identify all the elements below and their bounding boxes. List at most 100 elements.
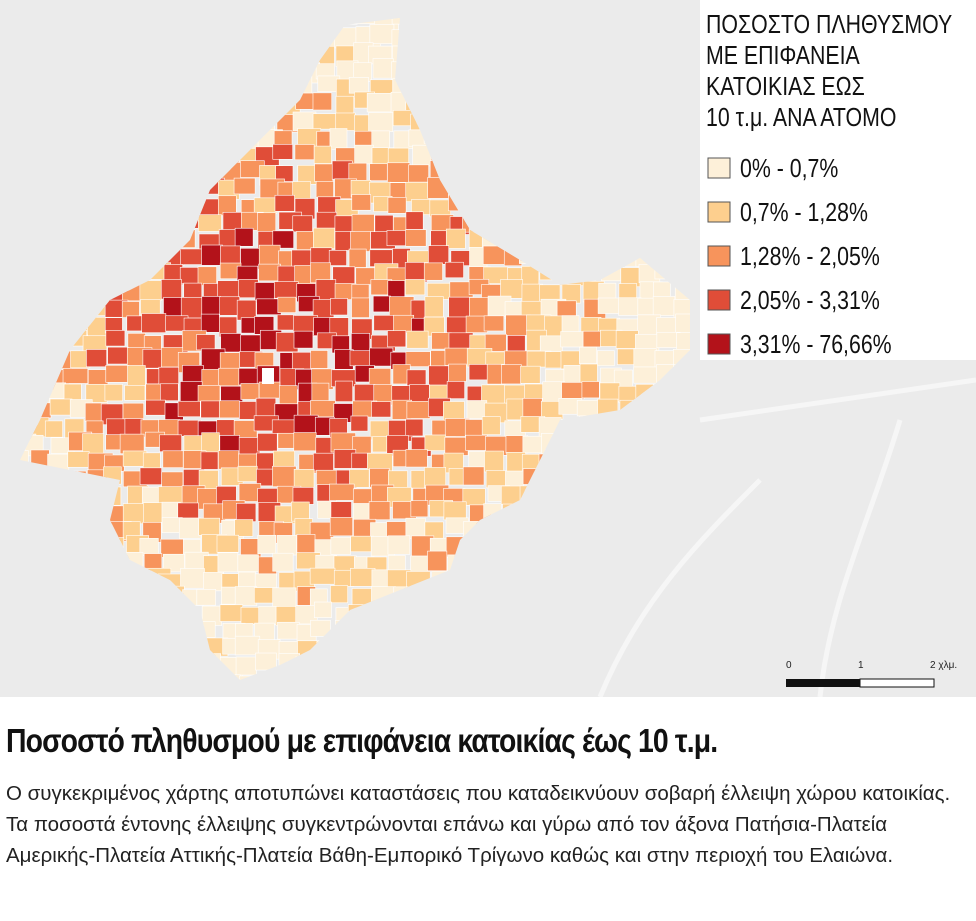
district [141, 313, 167, 333]
district [163, 553, 185, 573]
district [408, 164, 429, 183]
district [348, 77, 369, 94]
district [258, 606, 279, 625]
district [139, 280, 162, 301]
park [262, 368, 274, 384]
district [217, 280, 241, 300]
district [539, 335, 563, 353]
district [219, 296, 240, 316]
district [159, 434, 182, 453]
district [617, 348, 636, 365]
district [200, 400, 223, 419]
district [276, 314, 296, 331]
district [145, 399, 166, 416]
district [581, 381, 600, 399]
district [234, 635, 261, 656]
district [233, 177, 256, 195]
district [561, 382, 585, 400]
district [350, 415, 369, 432]
legend-label: 0,7% - 1,28% [740, 198, 868, 228]
district [20, 450, 29, 469]
district [233, 420, 258, 438]
district [234, 519, 254, 537]
district [312, 113, 339, 130]
district [200, 313, 220, 333]
district [142, 452, 161, 469]
district [162, 450, 184, 468]
legend-title: ΠΟΣΟΣΤΟ ΠΛΗΘΥΣΜΟΥ [706, 10, 952, 40]
legend-swatch [707, 157, 731, 179]
district [405, 279, 426, 296]
district [329, 128, 348, 150]
district [424, 296, 444, 318]
district [405, 211, 424, 230]
district [405, 449, 428, 468]
legend-title: ΜΕ ΕΠΙΦΑΝΕΙΑ [706, 41, 860, 71]
district [216, 534, 239, 553]
district [254, 573, 277, 590]
district [423, 262, 443, 281]
district [292, 215, 313, 233]
district [351, 194, 372, 211]
district [219, 604, 244, 622]
district [276, 535, 297, 556]
scale-segment [786, 679, 860, 687]
district [369, 347, 394, 367]
district [238, 437, 261, 455]
district [141, 486, 161, 505]
district [369, 163, 388, 181]
district [44, 420, 63, 438]
district [405, 182, 431, 202]
district [235, 656, 257, 676]
district [446, 381, 465, 399]
district [351, 297, 370, 318]
district [293, 330, 314, 349]
district [236, 299, 257, 321]
district [234, 586, 258, 606]
legend-label: 3,31% - 76,66% [740, 330, 892, 360]
district [182, 365, 204, 383]
district [579, 363, 598, 384]
district [219, 435, 240, 453]
district [177, 502, 199, 519]
district [203, 572, 224, 592]
district [291, 501, 310, 522]
district [255, 397, 277, 417]
district [406, 401, 431, 419]
district [466, 400, 488, 419]
district [329, 517, 353, 537]
district [368, 501, 391, 521]
district [201, 244, 223, 266]
district [579, 346, 597, 364]
district [372, 295, 391, 313]
district [431, 332, 452, 350]
district [294, 144, 315, 161]
district [330, 585, 349, 604]
district [293, 432, 317, 452]
district [179, 267, 200, 284]
district [560, 331, 584, 348]
district [180, 248, 205, 265]
scale-label: 0 [786, 660, 792, 671]
district [274, 194, 295, 212]
district [296, 534, 316, 554]
legend-label: 0% - 0,7% [740, 154, 838, 184]
district [201, 432, 220, 454]
district [235, 502, 257, 522]
district [196, 589, 217, 606]
district [310, 619, 331, 637]
district [253, 197, 278, 214]
district [522, 398, 543, 419]
district [177, 400, 201, 418]
district [330, 501, 352, 520]
district [277, 296, 297, 313]
district [387, 197, 407, 214]
legend-label: 2,05% - 3,31% [740, 286, 880, 316]
district [272, 144, 293, 160]
district [429, 199, 451, 218]
district [369, 467, 390, 488]
district [256, 298, 282, 316]
district [272, 552, 294, 572]
district [292, 111, 317, 132]
